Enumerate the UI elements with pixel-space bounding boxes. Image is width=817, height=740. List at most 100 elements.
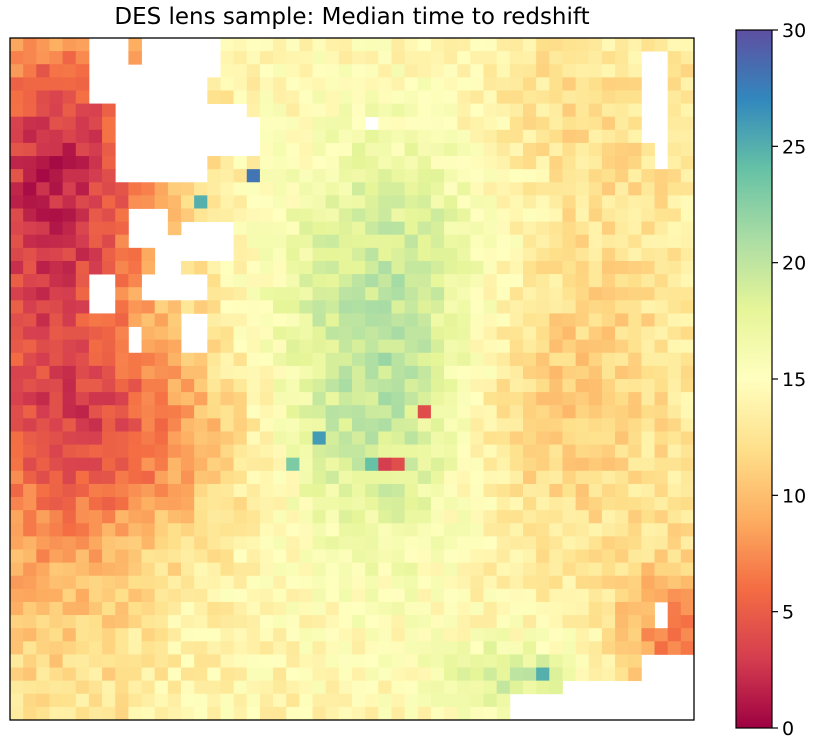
heatmap-cell	[194, 628, 208, 642]
heatmap-cell	[233, 418, 248, 432]
heatmap-cell	[23, 274, 37, 288]
heatmap-cell	[115, 575, 129, 590]
heatmap-cell	[246, 326, 261, 341]
heatmap-cell	[36, 77, 50, 91]
heatmap-cell	[312, 483, 327, 498]
heatmap-cell	[549, 431, 563, 445]
heatmap-cell	[312, 641, 327, 655]
heatmap-cell	[233, 588, 248, 603]
heatmap-cell	[49, 654, 64, 668]
heatmap-cell	[233, 444, 248, 459]
heatmap-cell	[259, 588, 274, 603]
heatmap-cell	[312, 195, 327, 209]
heatmap-cell	[273, 431, 287, 445]
heatmap-cell	[549, 562, 563, 577]
heatmap-cell	[523, 365, 537, 380]
heatmap-cell	[325, 208, 340, 223]
heatmap-cell	[286, 352, 300, 367]
heatmap-cell	[352, 628, 366, 642]
heatmap-cell	[457, 247, 471, 262]
heatmap-cell	[88, 601, 103, 616]
heatmap-cell	[615, 549, 629, 564]
heatmap-cell	[299, 352, 313, 367]
heatmap-cell	[549, 287, 563, 301]
heatmap-cell	[75, 680, 90, 695]
heatmap-cell	[523, 418, 537, 432]
heatmap-cell	[615, 444, 629, 459]
heatmap-cell	[325, 405, 340, 419]
heatmap-cell	[10, 693, 24, 708]
heatmap-cell	[365, 287, 379, 301]
heatmap-cell	[128, 457, 142, 472]
heatmap-cell	[325, 654, 340, 668]
heatmap-cell	[562, 523, 577, 537]
heatmap-cell	[62, 418, 77, 432]
heatmap-cell	[207, 628, 221, 642]
heatmap-cell	[562, 667, 577, 682]
heatmap-cell	[62, 247, 77, 262]
heatmap-cell	[338, 365, 353, 380]
heatmap-cell	[615, 457, 629, 472]
heatmap-cell	[641, 588, 655, 603]
heatmap-cell	[220, 169, 235, 183]
heatmap-cell	[483, 51, 498, 65]
heatmap-cell	[246, 497, 261, 511]
heatmap-cell	[562, 195, 577, 209]
heatmap-cell	[470, 497, 484, 511]
heatmap-cell	[615, 418, 629, 432]
heatmap-cell	[430, 680, 445, 695]
heatmap-cell	[654, 234, 669, 249]
heatmap-cell	[62, 615, 77, 629]
heatmap-cell	[207, 405, 221, 419]
heatmap-cell	[273, 247, 287, 262]
heatmap-cell	[115, 615, 129, 629]
heatmap-cell	[615, 326, 629, 341]
heatmap-cell	[615, 90, 629, 104]
heatmap-cell	[549, 234, 563, 249]
heatmap-cell	[496, 287, 511, 301]
heatmap-cell	[23, 706, 37, 721]
heatmap-cell	[654, 588, 669, 603]
heatmap-cell	[10, 169, 24, 183]
heatmap-cell	[194, 392, 208, 406]
heatmap-cell	[378, 51, 392, 65]
heatmap-cell	[588, 51, 603, 65]
heatmap-cell	[496, 116, 511, 131]
heatmap-cell	[352, 260, 366, 275]
heatmap-cell	[273, 103, 287, 118]
heatmap-cell	[641, 379, 655, 393]
heatmap-cell	[88, 523, 103, 537]
heatmap-cell	[628, 628, 642, 642]
heatmap-cell	[641, 470, 655, 485]
heatmap-cell	[404, 208, 419, 223]
heatmap-cell	[23, 300, 37, 314]
heatmap-cell	[365, 64, 379, 78]
heatmap-cell	[49, 313, 64, 327]
heatmap-cell	[325, 51, 340, 65]
heatmap-cell	[36, 615, 50, 629]
heatmap-cell	[549, 221, 563, 236]
heatmap-cell	[575, 116, 590, 131]
heatmap-cell	[259, 234, 274, 249]
heatmap-cell	[88, 470, 103, 485]
heatmap-cell	[181, 195, 195, 209]
heatmap-cell	[75, 77, 90, 91]
heatmap-cell	[667, 575, 682, 590]
heatmap-cell	[628, 208, 642, 223]
heatmap-cell	[549, 470, 563, 485]
heatmap-cell	[523, 615, 537, 629]
heatmap-cell	[36, 405, 50, 419]
heatmap-cell	[36, 549, 50, 564]
colorbar-tick-label: 5	[782, 602, 794, 624]
heatmap-cell	[233, 38, 248, 52]
heatmap-cell	[338, 234, 353, 249]
heatmap-cell	[141, 457, 156, 472]
heatmap-cell	[615, 483, 629, 498]
heatmap-cell	[575, 339, 590, 354]
heatmap-cell	[10, 628, 24, 642]
heatmap-cell	[483, 116, 498, 131]
heatmap-cell	[575, 195, 590, 209]
heatmap-cell	[615, 562, 629, 577]
heatmap-cell	[352, 339, 366, 354]
heatmap-cell	[680, 182, 695, 196]
